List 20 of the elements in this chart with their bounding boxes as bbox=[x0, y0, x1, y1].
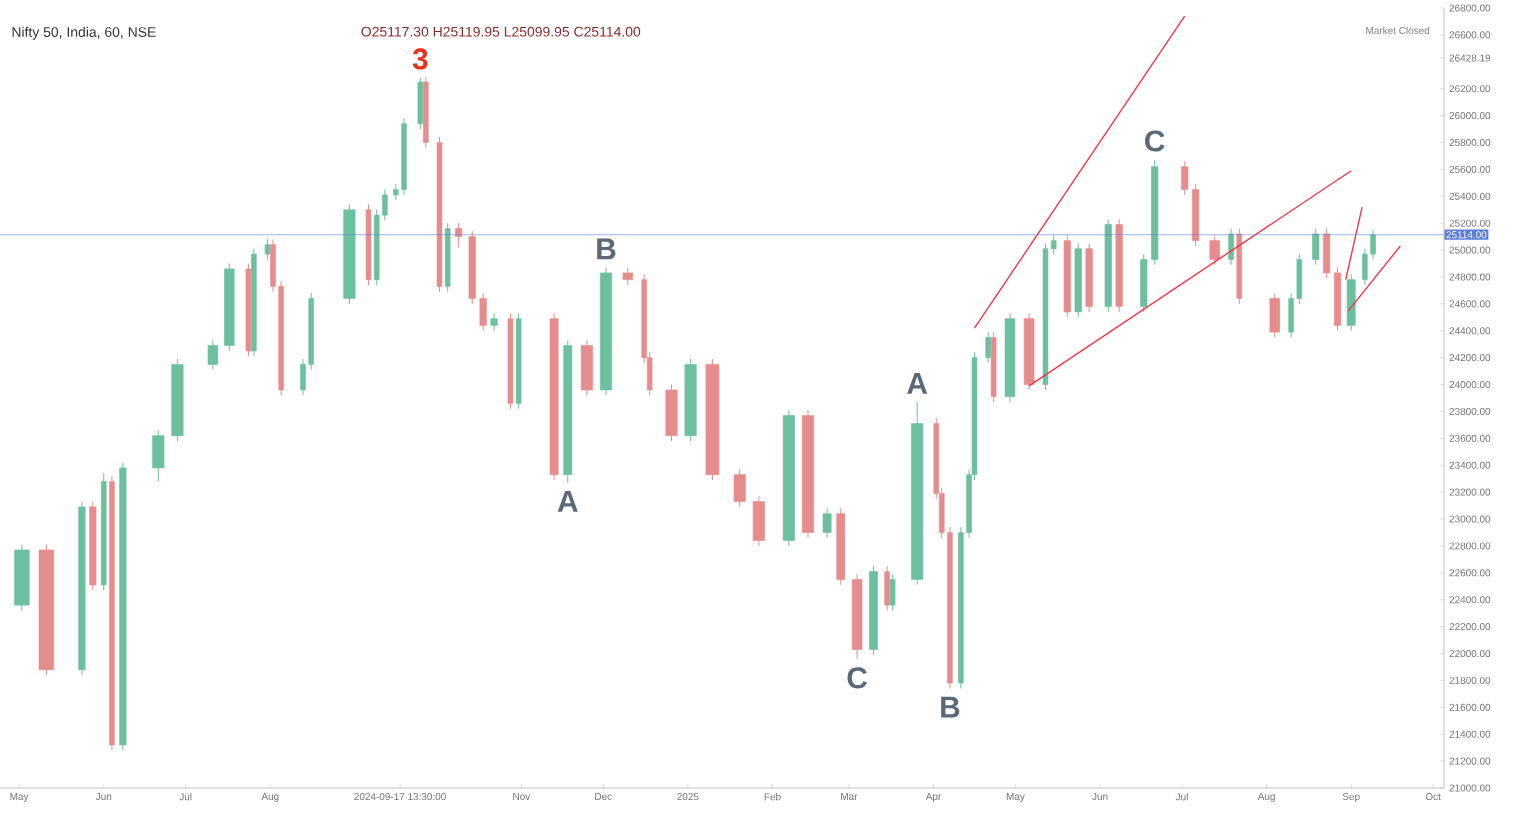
candlestick bbox=[985, 331, 991, 364]
annotation: A bbox=[907, 373, 928, 394]
candlestick bbox=[1269, 292, 1280, 338]
annotation: C bbox=[847, 667, 868, 689]
candlestick bbox=[455, 222, 463, 248]
candlestick bbox=[264, 238, 271, 260]
candlestick bbox=[417, 77, 424, 130]
candlestick bbox=[889, 573, 896, 611]
candlestick bbox=[1312, 228, 1320, 266]
candlestick bbox=[1209, 234, 1220, 266]
annotation: C bbox=[1145, 130, 1165, 152]
annotation: B bbox=[597, 238, 616, 260]
candlestick bbox=[884, 565, 890, 611]
candlestick bbox=[490, 312, 498, 332]
annotation: 3 bbox=[412, 48, 428, 70]
candlestick bbox=[822, 507, 832, 539]
candlestick bbox=[1228, 228, 1234, 266]
annotation: B bbox=[941, 696, 960, 718]
annotation: A bbox=[557, 491, 578, 512]
candlestick bbox=[1346, 273, 1356, 332]
